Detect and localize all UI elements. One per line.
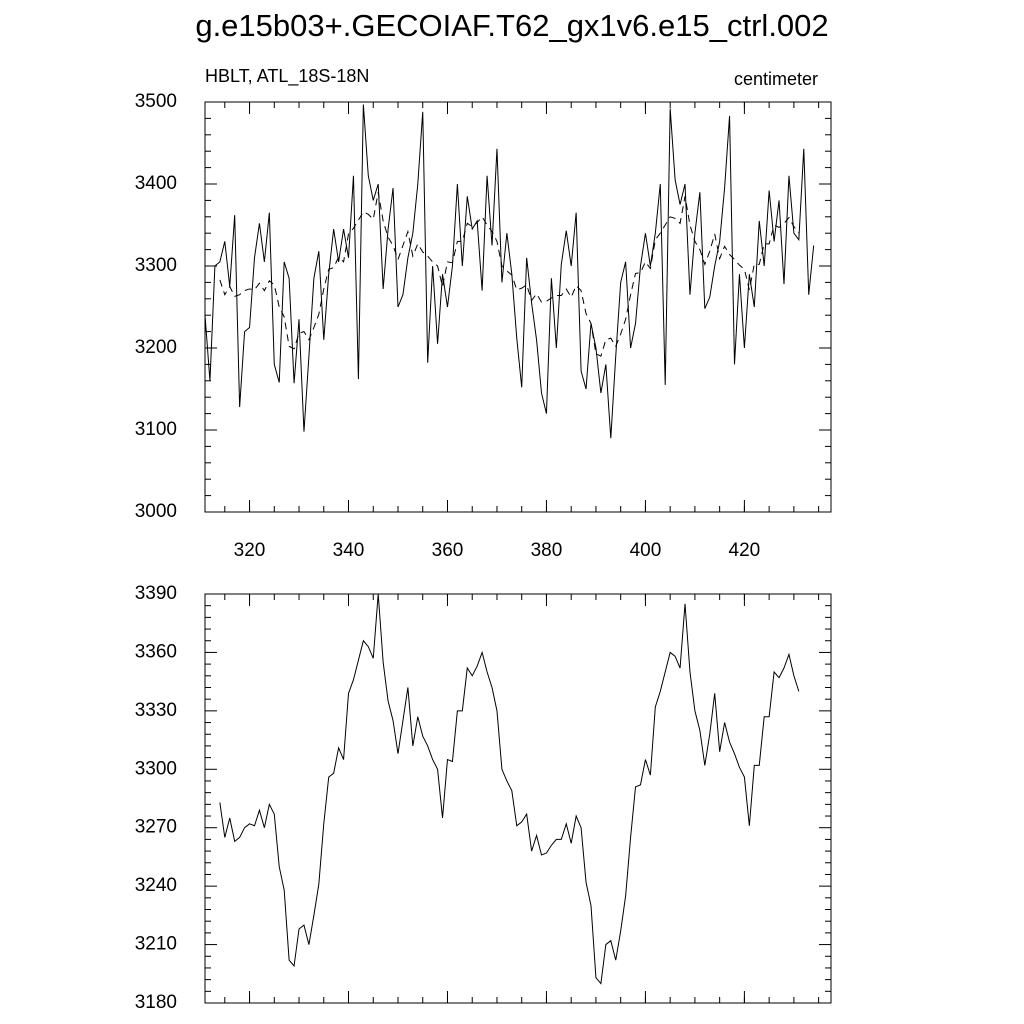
y-tick-label: 3000 — [135, 501, 177, 522]
y-tick-label: 3300 — [135, 255, 177, 276]
data-line — [219, 593, 800, 985]
chart-title: g.e15b03+.GECOIAF.T62_gx1v6.e15_ctrl.002 — [195, 8, 828, 43]
y-tick-label: 3500 — [135, 91, 177, 112]
x-tick-label: 320 — [234, 540, 266, 561]
x-tick-label: 360 — [432, 540, 464, 561]
plot-frame — [204, 101, 832, 513]
units-label: centimeter — [734, 69, 818, 89]
x-tick-label: 380 — [531, 540, 563, 561]
data-line — [204, 104, 815, 439]
data-line — [219, 192, 800, 357]
y-tick-label: 3400 — [135, 173, 177, 194]
plot-frame — [204, 593, 832, 1004]
x-tick-label: 340 — [333, 540, 365, 561]
y-tick-label: 3210 — [135, 934, 177, 955]
subtitle: HBLT, ATL_18S-18N — [205, 66, 369, 87]
y-tick-label: 3330 — [135, 700, 177, 721]
y-tick-label: 3390 — [135, 583, 177, 604]
x-tick-label: 400 — [630, 540, 662, 561]
x-tick-label: 420 — [729, 540, 761, 561]
y-tick-label: 3360 — [135, 641, 177, 662]
y-tick-label: 3180 — [135, 992, 177, 1013]
y-tick-label: 3200 — [135, 337, 177, 358]
y-tick-label: 3300 — [135, 758, 177, 779]
y-tick-label: 3100 — [135, 419, 177, 440]
y-tick-label: 3240 — [135, 875, 177, 896]
y-tick-label: 3270 — [135, 817, 177, 838]
